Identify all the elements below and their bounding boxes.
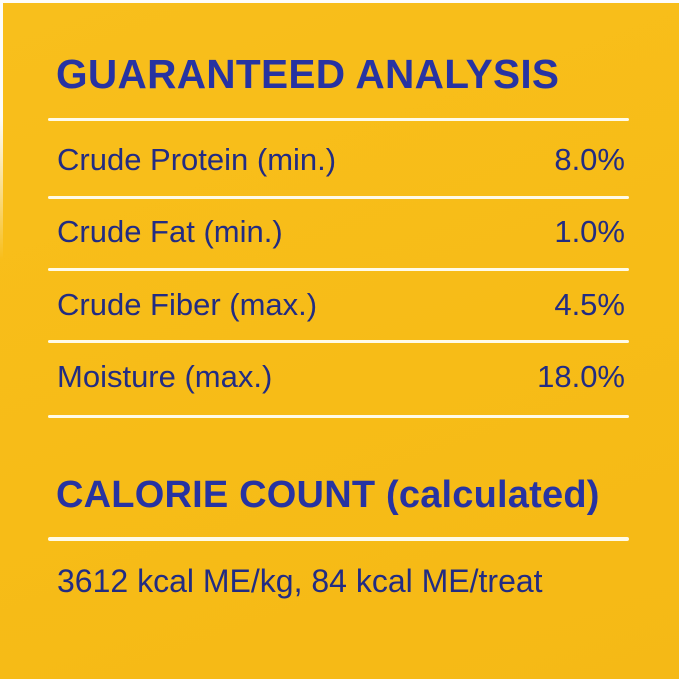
divider-row-4 (48, 415, 629, 418)
divider-row-3 (48, 340, 629, 343)
analysis-label-moisture: Moisture (max.) (57, 359, 273, 394)
calorie-count-heading: CALORIE COUNT (calculated) (56, 474, 600, 516)
calorie-statement: 3612 kcal ME/kg, 84 kcal ME/treat (57, 563, 543, 599)
analysis-value-moisture: 18.0% (537, 359, 625, 394)
divider-row-1 (48, 196, 629, 199)
analysis-label-fiber: Crude Fiber (max.) (57, 287, 318, 322)
analysis-value-protein: 8.0% (554, 142, 625, 177)
divider-under-title (48, 118, 629, 121)
analysis-row-fat: Crude Fat (min.) 1.0% (57, 214, 625, 250)
divider-under-calorie-heading (48, 537, 629, 541)
analysis-label-protein: Crude Protein (min.) (57, 142, 337, 177)
analysis-row-moisture: Moisture (max.) 18.0% (57, 359, 625, 395)
package-top-edge (0, 0, 679, 3)
analysis-row-fiber: Crude Fiber (max.) 4.5% (57, 287, 625, 323)
analysis-value-fiber: 4.5% (554, 287, 625, 322)
analysis-value-fat: 1.0% (554, 214, 625, 249)
package-left-edge (0, 0, 3, 260)
analysis-label-fat: Crude Fat (min.) (57, 214, 283, 249)
analysis-row-protein: Crude Protein (min.) 8.0% (57, 142, 625, 178)
guaranteed-analysis-title: GUARANTEED ANALYSIS (56, 51, 560, 97)
divider-row-2 (48, 268, 629, 271)
